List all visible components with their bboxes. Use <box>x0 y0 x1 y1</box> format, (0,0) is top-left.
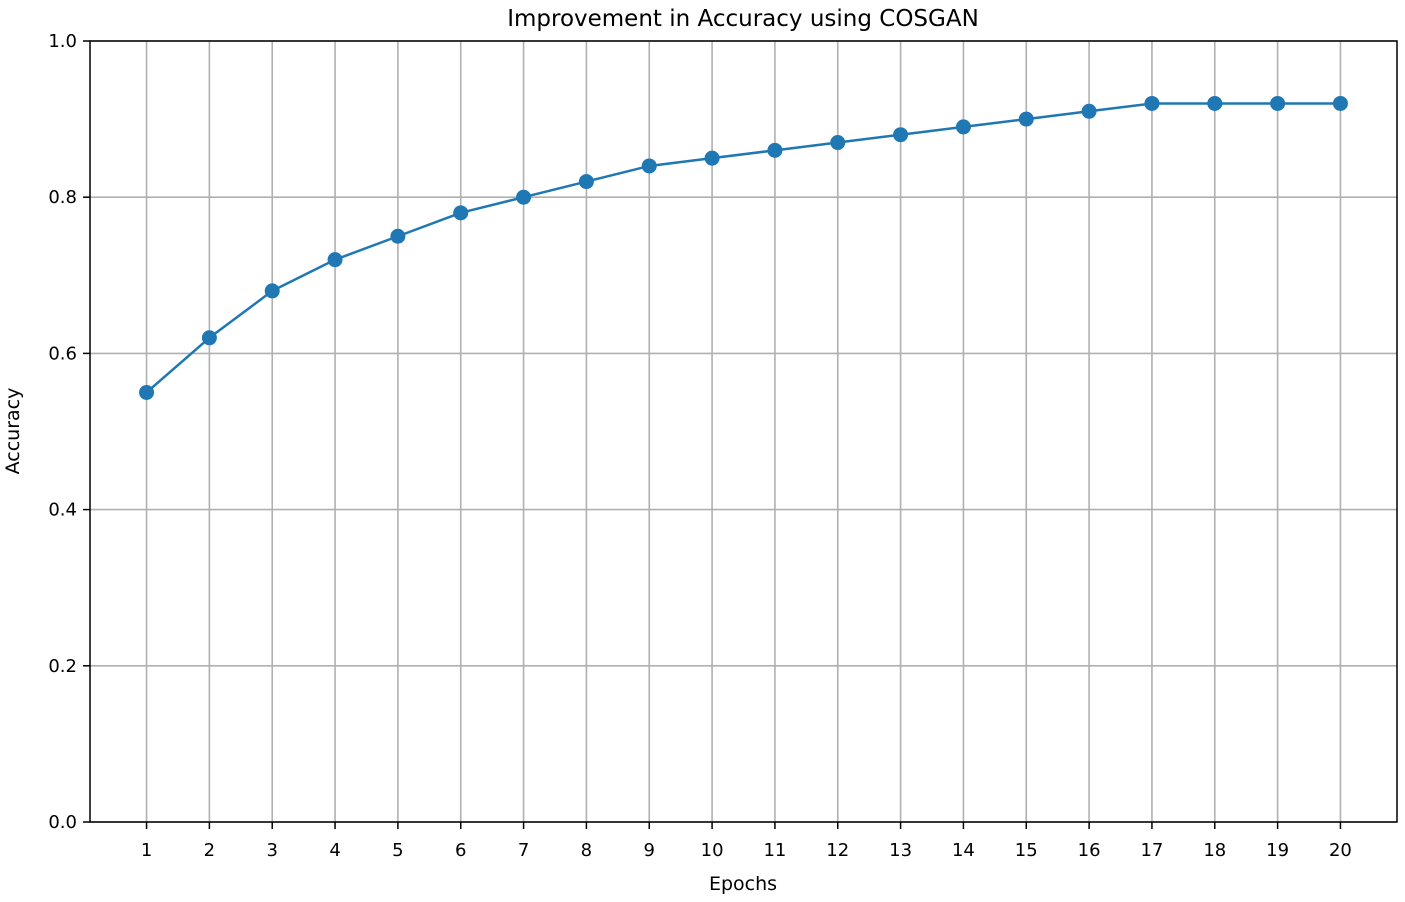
chart-title: Improvement in Accuracy using COSGAN <box>507 6 979 32</box>
x-tick-label: 19 <box>1266 840 1289 861</box>
y-tick-label: 0.4 <box>48 500 77 521</box>
data-point <box>516 189 532 205</box>
x-tick-label: 11 <box>763 840 786 861</box>
data-point <box>893 127 909 143</box>
x-tick-label: 15 <box>1015 840 1038 861</box>
y-tick-label: 0.0 <box>48 812 77 833</box>
data-point <box>1270 95 1286 111</box>
data-point <box>704 150 720 166</box>
grid <box>90 40 1397 823</box>
x-tick-label: 4 <box>329 840 340 861</box>
y-tick-label: 1.0 <box>48 31 77 52</box>
x-tick-label: 12 <box>826 840 849 861</box>
plot-area-frame <box>89 40 1398 823</box>
data-point <box>139 384 155 400</box>
x-tick-label: 16 <box>1078 840 1101 861</box>
data-point <box>201 330 217 346</box>
x-tick-label: 20 <box>1329 840 1352 861</box>
x-tick-label: 18 <box>1203 840 1226 861</box>
y-axis-label: Accuracy <box>2 388 24 475</box>
data-point <box>578 174 594 190</box>
x-tick-label: 8 <box>581 840 592 861</box>
x-tick-label: 9 <box>644 840 655 861</box>
data-point <box>1207 95 1223 111</box>
data-point <box>1081 103 1097 119</box>
series-line <box>145 102 1341 394</box>
x-tick-label: 14 <box>952 840 975 861</box>
data-point <box>1018 111 1034 127</box>
data-point <box>1144 95 1160 111</box>
x-tick-label: 3 <box>266 840 277 861</box>
x-tick-label: 2 <box>204 840 215 861</box>
x-axis-label: Epochs <box>709 873 777 895</box>
x-tick-label: 7 <box>518 840 529 861</box>
x-tick-label: 17 <box>1140 840 1163 861</box>
data-point <box>327 252 343 268</box>
data-point <box>453 205 469 221</box>
series-layer <box>139 95 1348 400</box>
data-point <box>955 119 971 135</box>
x-axis: 1 2 3 4 5 6 7 8 9 10 11 12 13 14 15 16 17 18 19 20 <box>141 822 1352 861</box>
y-tick-label: 0.2 <box>48 656 77 677</box>
x-tick-label: 1 <box>141 840 152 861</box>
data-point <box>830 135 846 151</box>
y-tick-label: 0.8 <box>48 187 77 208</box>
data-point <box>641 158 657 174</box>
x-tick-label: 6 <box>455 840 466 861</box>
y-axis: 0.0 0.2 0.4 0.6 0.8 1.0 <box>48 31 90 833</box>
data-point <box>767 142 783 158</box>
x-tick-label: 13 <box>889 840 912 861</box>
data-point <box>264 283 280 299</box>
data-point <box>1332 95 1348 111</box>
y-tick-label: 0.6 <box>48 343 77 364</box>
x-tick-label: 10 <box>701 840 724 861</box>
data-point <box>390 228 406 244</box>
x-tick-label: 5 <box>392 840 403 861</box>
